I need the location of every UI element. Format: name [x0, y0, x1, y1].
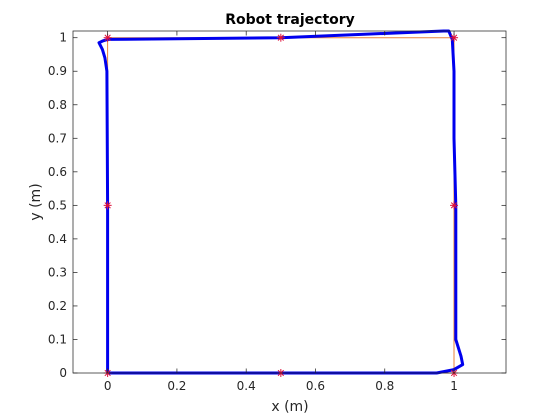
waypoint-marker-stroke — [104, 202, 111, 209]
waypoint-marker — [276, 33, 285, 42]
y-tick-label: 0 — [59, 366, 67, 380]
x-tick-label: 0.4 — [237, 379, 256, 393]
y-tick-label: 0.2 — [48, 299, 67, 313]
waypoint-marker-stroke — [104, 34, 111, 41]
waypoint-marker — [103, 33, 112, 42]
y-tick-label: 0.3 — [48, 265, 67, 279]
waypoint-marker-stroke — [450, 34, 458, 41]
x-tick-label: 1 — [450, 379, 458, 393]
waypoint-marker-stroke — [277, 34, 284, 41]
y-tick-label: 0.9 — [48, 64, 67, 78]
x-tick-label: 0.6 — [306, 379, 325, 393]
waypoint-marker-stroke — [450, 202, 458, 209]
plot-area — [73, 31, 506, 373]
x-tick-label: 0.8 — [375, 379, 394, 393]
y-tick-label: 0.8 — [48, 98, 67, 112]
chart-title: Robot trajectory — [225, 12, 355, 28]
x-axis-label: x (m) — [271, 399, 308, 415]
x-tick-label: 0.2 — [167, 379, 186, 393]
x-tick-label: 0 — [104, 379, 112, 393]
plot-frame — [72, 30, 507, 374]
y-tick-label: 0.1 — [48, 332, 67, 346]
y-axis-label: y (m) — [28, 183, 44, 220]
waypoint-marker — [450, 201, 459, 210]
y-tick-label: 0.5 — [48, 198, 67, 212]
waypoint-marker — [103, 201, 112, 210]
y-tick-label: 0.7 — [48, 131, 67, 145]
ticks-layer: 0 0.2 0.4 0.6 0.8 1 0 0.1 0.2 0.3 0.4 0.5 0.6 0.7 0.8 0… — [48, 31, 506, 393]
y-tick-label: 1 — [59, 31, 67, 45]
y-tick-label: 0.4 — [48, 232, 67, 246]
y-tick-label: 0.6 — [48, 165, 67, 179]
